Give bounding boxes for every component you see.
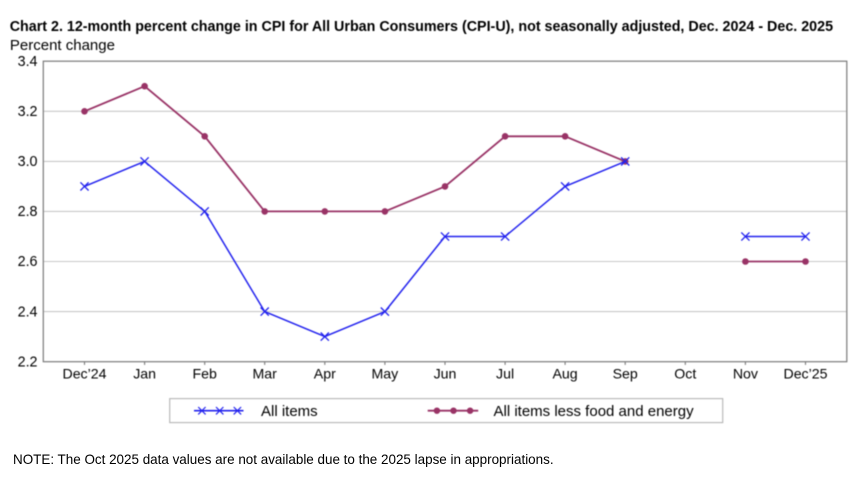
svg-text:Jan: Jan [133,365,156,381]
svg-text:Chart 2. 12-month percent chan: Chart 2. 12-month percent change in CPI … [10,19,833,35]
svg-text:Dec’25: Dec’25 [783,365,827,381]
svg-text:Aug: Aug [553,365,578,381]
svg-text:3.0: 3.0 [18,154,38,170]
svg-text:Dec’24: Dec’24 [62,365,106,381]
svg-text:2.4: 2.4 [18,304,38,320]
svg-text:3.2: 3.2 [18,104,38,120]
svg-text:Mar: Mar [253,365,278,381]
svg-text:2.2: 2.2 [18,354,38,370]
svg-text:All items less food and energy: All items less food and energy [494,403,695,420]
svg-text:All items: All items [261,403,318,420]
svg-text:Jun: Jun [434,365,457,381]
svg-text:Nov: Nov [733,365,759,381]
svg-text:2.6: 2.6 [18,254,38,270]
svg-text:Apr: Apr [314,365,336,381]
svg-text:3.4: 3.4 [18,54,38,70]
svg-text:May: May [372,365,400,381]
svg-text:Jul: Jul [496,365,514,381]
svg-text:Percent change: Percent change [10,37,115,54]
svg-text:Sep: Sep [613,365,638,381]
svg-text:2.8: 2.8 [18,204,38,220]
svg-text:Oct: Oct [674,365,696,381]
svg-text:Feb: Feb [193,365,218,381]
